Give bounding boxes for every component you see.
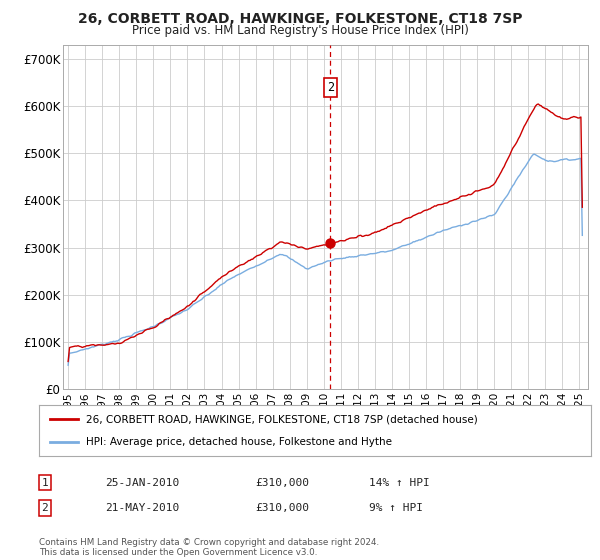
Text: £310,000: £310,000 [255, 503, 309, 513]
Text: 9% ↑ HPI: 9% ↑ HPI [369, 503, 423, 513]
Text: Price paid vs. HM Land Registry's House Price Index (HPI): Price paid vs. HM Land Registry's House … [131, 24, 469, 36]
Text: 2: 2 [41, 503, 49, 513]
Text: 26, CORBETT ROAD, HAWKINGE, FOLKESTONE, CT18 7SP (detached house): 26, CORBETT ROAD, HAWKINGE, FOLKESTONE, … [86, 414, 478, 424]
Text: 21-MAY-2010: 21-MAY-2010 [105, 503, 179, 513]
Text: Contains HM Land Registry data © Crown copyright and database right 2024.
This d: Contains HM Land Registry data © Crown c… [39, 538, 379, 557]
Text: HPI: Average price, detached house, Folkestone and Hythe: HPI: Average price, detached house, Folk… [86, 437, 392, 447]
Text: 2: 2 [327, 81, 334, 94]
Text: 14% ↑ HPI: 14% ↑ HPI [369, 478, 430, 488]
Text: 26, CORBETT ROAD, HAWKINGE, FOLKESTONE, CT18 7SP: 26, CORBETT ROAD, HAWKINGE, FOLKESTONE, … [78, 12, 522, 26]
Text: £310,000: £310,000 [255, 478, 309, 488]
Text: 25-JAN-2010: 25-JAN-2010 [105, 478, 179, 488]
Text: 1: 1 [41, 478, 49, 488]
